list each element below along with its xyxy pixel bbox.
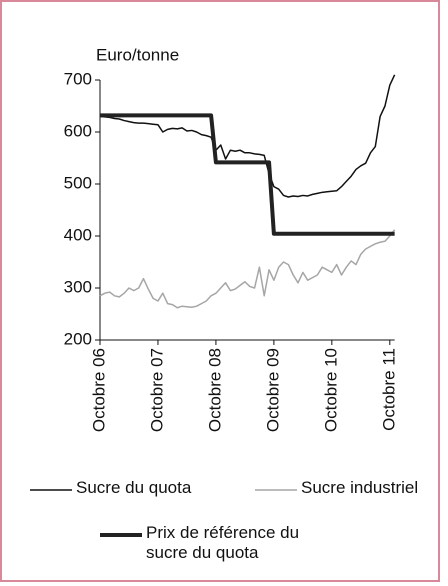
line-series <box>99 229 396 309</box>
y-tick-label: 200 <box>64 329 92 348</box>
legend-label: Sucre industriel <box>301 478 419 497</box>
y-tick-label: 300 <box>64 277 92 296</box>
x-tick-label: Octobre 06 <box>89 348 108 432</box>
legend-label: Prix de référence du sucre du quota <box>146 523 300 562</box>
y-tick-label: 400 <box>64 225 92 244</box>
line-series <box>100 113 395 236</box>
y-axis-label: Euro/tonne <box>96 45 179 64</box>
x-tick-label: Octobre 10 <box>321 348 340 432</box>
y-tick-label: 700 <box>64 69 92 88</box>
line-series <box>99 74 396 198</box>
x-tick-label: Octobre 09 <box>263 348 282 432</box>
x-tick-label: Octobre 11 <box>379 348 398 431</box>
y-tick-label: 500 <box>64 173 92 192</box>
x-tick-label: Octobre 08 <box>205 348 224 432</box>
legend-label: Sucre du quota <box>76 478 192 497</box>
y-tick-label: 600 <box>64 121 92 140</box>
x-tick-label: Octobre 07 <box>147 348 166 432</box>
frame <box>0 0 440 582</box>
